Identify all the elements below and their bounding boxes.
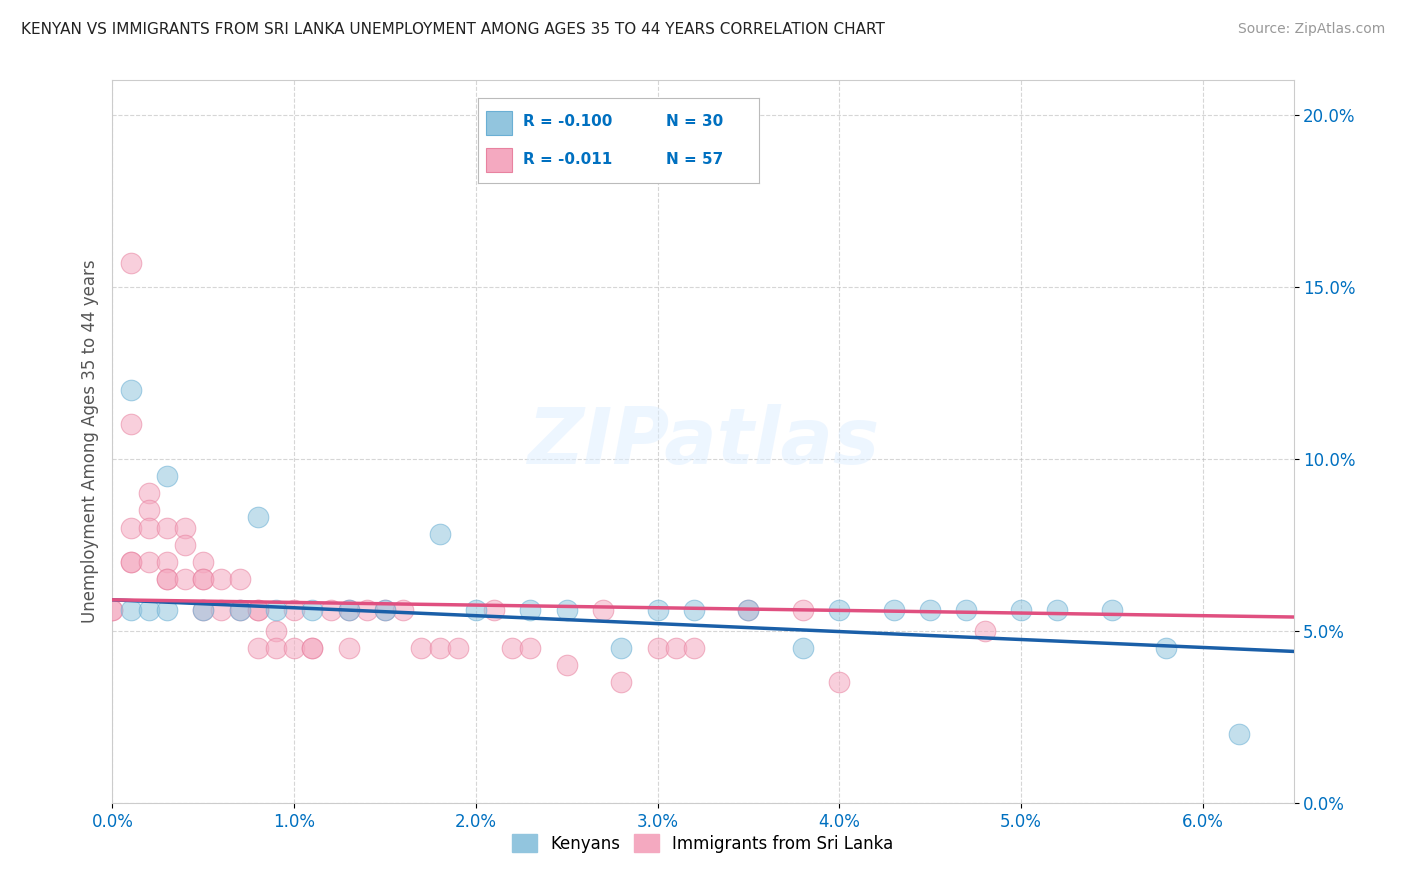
- Point: [519, 640, 541, 655]
- Point: [647, 640, 669, 655]
- Point: [264, 603, 287, 617]
- Point: [264, 640, 287, 655]
- Point: [120, 383, 142, 397]
- Point: [464, 603, 486, 617]
- Point: [683, 603, 706, 617]
- Text: Source: ZipAtlas.com: Source: ZipAtlas.com: [1237, 22, 1385, 37]
- Point: [228, 572, 250, 586]
- Point: [228, 603, 250, 617]
- Point: [193, 572, 215, 586]
- Point: [519, 603, 541, 617]
- Point: [1156, 640, 1178, 655]
- Point: [174, 538, 197, 552]
- Point: [138, 503, 160, 517]
- Point: [828, 603, 851, 617]
- Point: [138, 486, 160, 500]
- Point: [429, 640, 451, 655]
- Point: [174, 520, 197, 534]
- Point: [665, 640, 688, 655]
- Point: [138, 603, 160, 617]
- Point: [482, 603, 505, 617]
- Point: [156, 572, 179, 586]
- Point: [501, 640, 523, 655]
- Point: [120, 520, 142, 534]
- Point: [120, 555, 142, 569]
- Point: [138, 520, 160, 534]
- Point: [1010, 603, 1032, 617]
- Text: R = -0.100: R = -0.100: [523, 114, 613, 129]
- Point: [828, 675, 851, 690]
- Point: [374, 603, 396, 617]
- Point: [246, 603, 269, 617]
- Point: [156, 603, 179, 617]
- Point: [193, 572, 215, 586]
- Point: [647, 603, 669, 617]
- Point: [555, 603, 578, 617]
- Text: N = 30: N = 30: [666, 114, 724, 129]
- Bar: [486, 111, 512, 135]
- Point: [447, 640, 470, 655]
- Point: [955, 603, 977, 617]
- Point: [1101, 603, 1123, 617]
- Point: [211, 572, 233, 586]
- Point: [337, 603, 360, 617]
- Point: [193, 603, 215, 617]
- Text: N = 57: N = 57: [666, 152, 724, 167]
- Point: [120, 555, 142, 569]
- Point: [683, 640, 706, 655]
- Point: [610, 675, 633, 690]
- Point: [283, 640, 305, 655]
- Point: [283, 603, 305, 617]
- Point: [429, 527, 451, 541]
- Legend: Kenyans, Immigrants from Sri Lanka: Kenyans, Immigrants from Sri Lanka: [506, 828, 900, 860]
- Text: KENYAN VS IMMIGRANTS FROM SRI LANKA UNEMPLOYMENT AMONG AGES 35 TO 44 YEARS CORRE: KENYAN VS IMMIGRANTS FROM SRI LANKA UNEM…: [21, 22, 884, 37]
- Point: [246, 603, 269, 617]
- Point: [1046, 603, 1069, 617]
- Point: [264, 624, 287, 638]
- Point: [737, 603, 759, 617]
- Point: [301, 640, 323, 655]
- Point: [973, 624, 995, 638]
- Point: [883, 603, 905, 617]
- Point: [356, 603, 378, 617]
- Point: [156, 520, 179, 534]
- Point: [737, 603, 759, 617]
- Point: [246, 640, 269, 655]
- Point: [610, 640, 633, 655]
- Point: [174, 572, 197, 586]
- Point: [792, 603, 814, 617]
- Point: [301, 603, 323, 617]
- Point: [301, 640, 323, 655]
- Point: [138, 555, 160, 569]
- Text: R = -0.011: R = -0.011: [523, 152, 612, 167]
- Point: [101, 603, 124, 617]
- Point: [555, 658, 578, 673]
- Point: [193, 555, 215, 569]
- Text: ZIPatlas: ZIPatlas: [527, 403, 879, 480]
- Point: [228, 603, 250, 617]
- Point: [920, 603, 942, 617]
- Point: [120, 603, 142, 617]
- Point: [392, 603, 415, 617]
- Point: [592, 603, 614, 617]
- Point: [337, 603, 360, 617]
- Point: [1227, 727, 1250, 741]
- Point: [156, 572, 179, 586]
- Point: [211, 603, 233, 617]
- Point: [156, 555, 179, 569]
- Point: [156, 469, 179, 483]
- Point: [337, 640, 360, 655]
- Point: [374, 603, 396, 617]
- Point: [101, 603, 124, 617]
- Point: [319, 603, 342, 617]
- Point: [792, 640, 814, 655]
- Point: [246, 510, 269, 524]
- Point: [411, 640, 433, 655]
- Point: [120, 255, 142, 269]
- Y-axis label: Unemployment Among Ages 35 to 44 years: Unemployment Among Ages 35 to 44 years: [80, 260, 98, 624]
- Point: [120, 417, 142, 432]
- Bar: [486, 148, 512, 172]
- Point: [193, 603, 215, 617]
